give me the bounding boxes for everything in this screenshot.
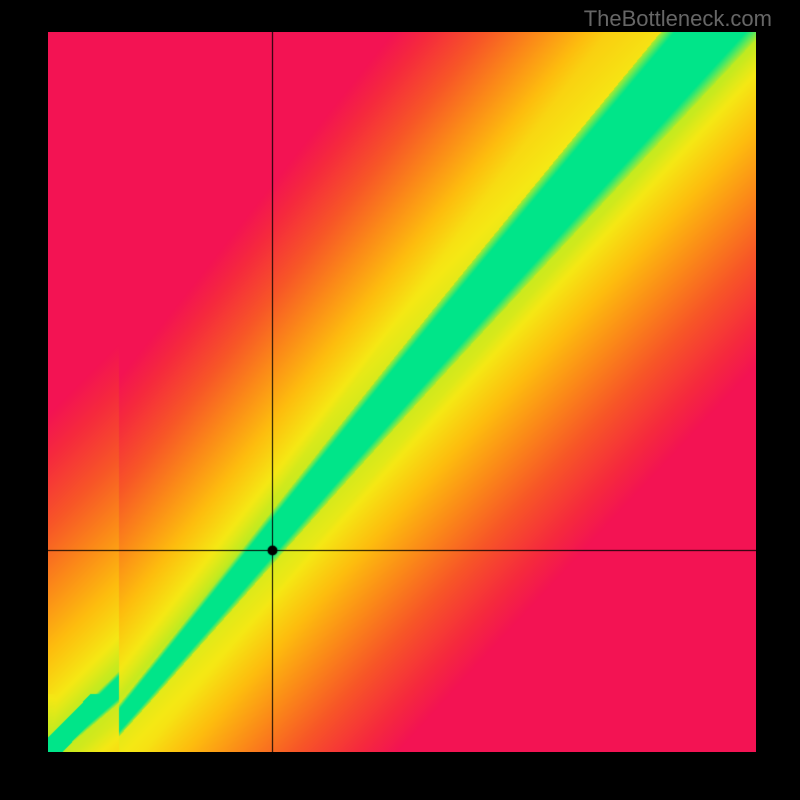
chart-container: TheBottleneck.com (0, 0, 800, 800)
heatmap-plot (48, 32, 756, 752)
heatmap-canvas (48, 32, 756, 752)
watermark-label: TheBottleneck.com (584, 6, 772, 32)
